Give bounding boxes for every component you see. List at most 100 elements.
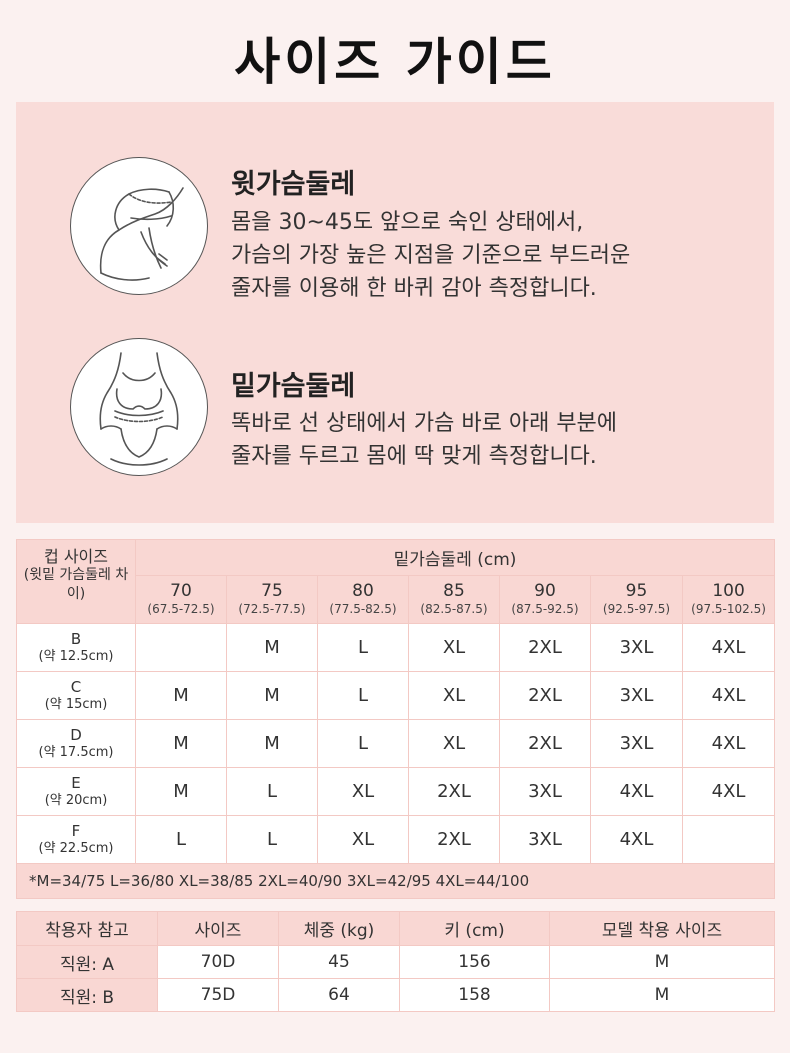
table-row: 직원: B 75D 64 158 M [16,978,775,1012]
fit-cell: 64 [278,978,400,1012]
band-range: (67.5-72.5) [147,601,215,616]
table-row: C (약 15cm) M M L XL 2XL 3XL 4XL [16,671,776,720]
page-title: 사이즈 가이드 [234,33,556,91]
cup-row-header: F (약 22.5cm) [16,815,136,864]
size-cell: L [317,671,409,720]
fit-header: 키 (cm) [399,911,550,946]
size-cell [135,623,227,672]
cup-row-header: D (약 17.5cm) [16,719,136,768]
band-size: 95 [625,580,648,601]
table-row: B (약 12.5cm) M L XL 2XL 3XL 4XL [16,623,776,672]
band-range: (72.5-77.5) [238,601,306,616]
size-cell: 4XL [681,623,776,672]
size-cell: L [317,719,409,768]
upper-bust-description: 몸을 30~45도 앞으로 숙인 상태에서, 가슴의 가장 높은 지점을 기준으… [231,206,630,305]
size-cell: 4XL [590,815,683,864]
measurement-guide-panel: 윗가슴둘레 몸을 30~45도 앞으로 숙인 상태에서, 가슴의 가장 높은 지… [16,102,774,523]
size-cell: M [226,719,318,768]
fit-cell: M [549,945,775,979]
size-mapping-note: *M=34/75 L=36/80 XL=38/85 2XL=40/90 3XL=… [15,863,776,899]
cup-size-header: 컵 사이즈 (윗밑 가슴둘레 차이) [16,539,136,624]
band-column-header: 95 (92.5-97.5) [590,575,683,624]
band-column-header: 100 (97.5-102.5) [681,575,776,624]
fit-header: 모델 착용 사이즈 [549,911,775,946]
size-cell [681,815,776,864]
band-column-header: 80 (77.5-82.5) [317,575,409,624]
under-bust-heading: 밑가슴둘레 [231,371,356,402]
band-size: 80 [352,580,374,601]
cup-row-header: E (약 20cm) [16,767,136,816]
cup-row-header: C (약 15cm) [16,671,136,720]
size-cell: 2XL [499,719,591,768]
size-cell: 4XL [681,719,776,768]
size-cell: M [135,719,227,768]
size-cell: M [226,671,318,720]
under-bust-illustration [70,338,208,476]
band-size: 90 [534,580,556,601]
size-chart-table: 컵 사이즈 (윗밑 가슴둘레 차이) 밑가슴둘레 (cm) 70 (67.5-72… [15,539,776,899]
description-line: 줄자를 이용해 한 바퀴 감아 측정합니다. [231,276,597,301]
fit-header: 사이즈 [157,911,279,946]
size-cell: 4XL [590,767,683,816]
fit-cell: 156 [399,945,550,979]
cup-diff: (약 22.5cm) [38,840,114,856]
size-cell: XL [408,671,500,720]
size-cell: 2XL [499,623,591,672]
band-column-header: 75 (72.5-77.5) [226,575,318,624]
fit-row-label: 직원: B [16,978,158,1012]
fit-header: 체중 (kg) [278,911,400,946]
size-cell: 4XL [681,767,776,816]
cup-diff: (약 17.5cm) [38,744,114,760]
description-line: 가슴의 가장 높은 지점을 기준으로 부드러운 [231,243,631,268]
size-cell: 3XL [590,719,683,768]
band-column-header: 70 (67.5-72.5) [135,575,227,624]
cup-diff: (약 12.5cm) [38,648,114,664]
fit-cell: 45 [278,945,400,979]
band-range: (97.5-102.5) [691,601,766,616]
size-cell: M [226,623,318,672]
size-cell: 4XL [681,671,776,720]
description-line: 줄자를 두르고 몸에 딱 맞게 측정합니다. [231,444,597,469]
size-cell: XL [317,767,409,816]
table-row: D (약 17.5cm) M M L XL 2XL 3XL 4XL [16,719,776,768]
size-cell: 3XL [499,767,591,816]
size-cell: XL [317,815,409,864]
size-cell: 3XL [590,623,683,672]
fit-cell: 158 [399,978,550,1012]
fit-row-label: 직원: A [16,945,158,979]
band-size: 70 [170,580,192,601]
cup-letter: C [70,677,82,696]
fit-cell: 70D [157,945,279,979]
upper-bust-illustration [70,157,208,295]
fit-cell: M [549,978,775,1012]
description-line: 몸을 30~45도 앞으로 숙인 상태에서, [231,210,584,235]
band-size: 100 [712,580,745,601]
band-size-header: 밑가슴둘레 (cm) [134,539,776,576]
band-range: (87.5-92.5) [511,601,579,616]
fit-header: 착용자 참고 [16,911,158,946]
size-cell: L [226,815,318,864]
band-size: 75 [261,580,283,601]
cup-size-sublabel: (윗밑 가슴둘레 차이) [23,567,129,602]
size-cell: 3XL [499,815,591,864]
size-cell: L [135,815,227,864]
size-cell: XL [408,623,500,672]
fit-cell: 75D [157,978,279,1012]
size-cell: 2XL [408,815,500,864]
band-range: (92.5-97.5) [602,601,671,616]
cup-letter: D [70,725,82,744]
cup-size-label: 컵 사이즈 [44,547,108,566]
model-fit-table: 착용자 참고 사이즈 체중 (kg) 키 (cm) 모델 착용 사이즈 직원: … [16,911,775,1012]
cup-diff: (약 15cm) [44,696,108,712]
size-cell: M [135,767,227,816]
band-range: (82.5-87.5) [420,601,488,616]
size-cell: L [226,767,318,816]
band-column-header: 85 (82.5-87.5) [408,575,500,624]
size-cell: L [317,623,409,672]
cup-diff: (약 20cm) [44,792,108,808]
table-row: 직원: A 70D 45 156 M [16,945,775,979]
band-range: (77.5-82.5) [329,601,397,616]
size-cell: XL [408,719,500,768]
band-size: 85 [443,580,465,601]
under-bust-description: 똑바로 선 상태에서 가슴 바로 아래 부분에 줄자를 두르고 몸에 딱 맞게 … [231,407,617,473]
